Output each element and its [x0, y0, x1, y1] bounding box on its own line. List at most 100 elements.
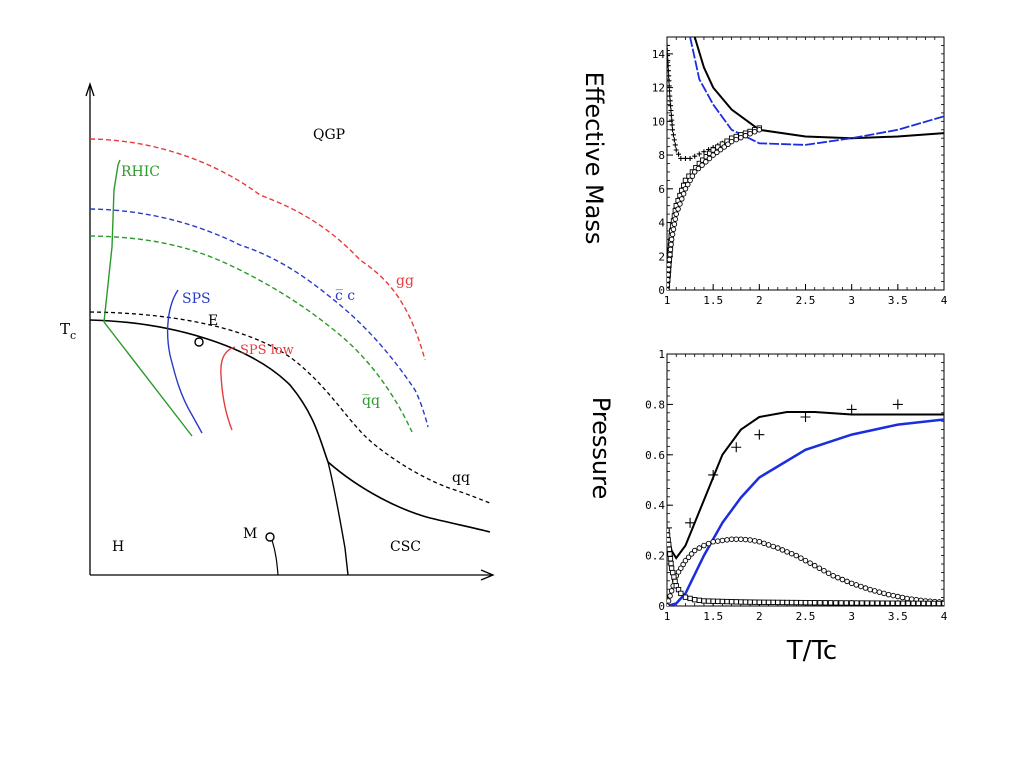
circle-marker — [715, 538, 721, 544]
plus-marker — [687, 155, 693, 161]
plus-marker — [678, 155, 684, 161]
circle-marker — [682, 186, 689, 192]
plus-marker — [667, 78, 672, 84]
circle-marker — [680, 191, 687, 197]
square-marker — [838, 600, 844, 606]
circle-marker — [862, 585, 869, 591]
plus-marker — [667, 58, 671, 64]
circle-marker — [844, 578, 850, 585]
circle-marker — [807, 560, 813, 566]
circle-marker — [667, 251, 673, 258]
plus-marker — [676, 151, 682, 157]
square-marker — [812, 600, 818, 606]
square-marker — [931, 600, 937, 606]
square-marker — [859, 600, 865, 606]
qbarq-curve — [89, 235, 413, 433]
circle-marker — [876, 589, 883, 595]
square-marker — [696, 597, 702, 603]
circle-marker — [689, 173, 696, 179]
y-tick-label: 0 — [658, 600, 665, 613]
x-tick-label: 4 — [941, 294, 948, 307]
circle-marker — [742, 536, 749, 543]
circle-marker — [682, 557, 689, 564]
y-tick-label: 6 — [658, 183, 665, 196]
plus-marker — [667, 98, 673, 104]
circle-marker — [719, 537, 726, 544]
circle-marker — [775, 545, 781, 551]
square-marker — [756, 599, 762, 605]
m-boundary — [271, 539, 279, 576]
square-marker — [682, 177, 689, 184]
circle-marker — [802, 557, 809, 564]
circle-marker — [667, 287, 670, 290]
square-marker — [719, 598, 726, 605]
circle-marker — [747, 130, 753, 137]
csc-region-label: CSC — [390, 539, 421, 555]
plus-marker — [667, 53, 671, 59]
plus-marker — [701, 149, 707, 155]
circle-marker — [691, 169, 698, 175]
plus-marker — [731, 442, 742, 453]
square-marker — [827, 600, 834, 606]
square-marker — [671, 574, 677, 580]
circle-marker — [685, 554, 692, 561]
circle-marker — [710, 152, 716, 158]
x-tick-label: 3.5 — [888, 294, 908, 307]
circle-marker — [695, 165, 702, 172]
series-line-black — [667, 411, 944, 560]
circle-marker — [667, 272, 671, 278]
square-marker — [667, 551, 673, 557]
point-e-label: E — [208, 313, 218, 329]
circle-marker — [728, 138, 735, 145]
circle-marker — [671, 221, 678, 227]
hadron-region-label: H — [112, 539, 124, 555]
circle-marker — [858, 583, 864, 590]
square-marker — [667, 556, 674, 562]
square-marker — [890, 600, 896, 606]
circle-marker — [679, 196, 685, 202]
circle-marker — [705, 540, 712, 547]
circle-marker — [738, 134, 744, 141]
square-marker — [752, 599, 758, 605]
circle-marker — [668, 588, 675, 594]
qgp-region-label: QGP — [313, 127, 345, 143]
circle-marker — [677, 201, 683, 207]
square-marker — [869, 600, 875, 606]
circle-marker — [668, 241, 674, 248]
circle-marker — [672, 216, 679, 222]
plus-marker — [673, 147, 679, 153]
series-line-black — [693, 37, 944, 140]
circle-marker — [733, 536, 740, 542]
temperature-axis-arrow — [85, 81, 95, 97]
circle-marker — [835, 574, 841, 581]
circle-marker — [701, 542, 707, 549]
density-axis-arrow — [480, 569, 495, 581]
circle-marker — [667, 267, 672, 273]
plus-marker — [667, 63, 671, 69]
x-tick-label: 4 — [941, 610, 948, 623]
plus-marker — [669, 117, 675, 123]
x-tick-label: 2.5 — [796, 610, 816, 623]
square-marker — [895, 600, 901, 606]
y-tick-label: 2 — [658, 250, 665, 263]
x-tick-label: 2 — [756, 610, 763, 623]
plus-marker — [800, 412, 811, 422]
square-marker — [915, 600, 922, 606]
circle-marker — [904, 595, 910, 602]
x-tick-label: 1.5 — [703, 610, 723, 623]
square-marker — [687, 595, 693, 602]
effective-mass-chart: 1 1.5 2 2.5 3 3.5 4 0 2 4 6 8 10 12 14 — [652, 36, 948, 307]
circle-marker — [895, 593, 901, 600]
square-marker — [724, 598, 730, 605]
circle-marker — [821, 567, 827, 574]
circle-marker — [667, 261, 672, 268]
square-marker — [765, 599, 772, 605]
critical-point-m — [265, 532, 275, 542]
plus-marker — [667, 83, 672, 89]
circle-marker — [668, 236, 675, 243]
y-tick-label: 4 — [658, 217, 665, 230]
square-marker — [879, 600, 886, 606]
plus-marker — [672, 142, 678, 148]
point-m-label: M — [243, 526, 257, 542]
tc-label: Tc — [60, 320, 76, 342]
